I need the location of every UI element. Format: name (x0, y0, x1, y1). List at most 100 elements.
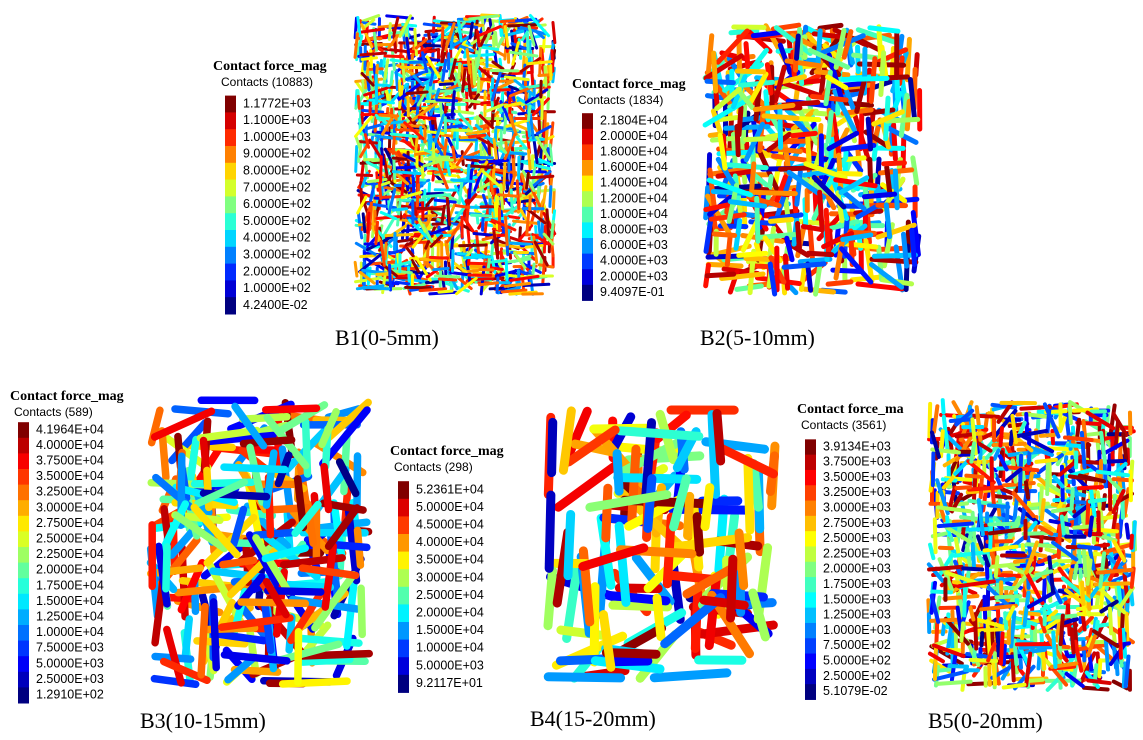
fiber (266, 408, 317, 410)
fiber (428, 132, 444, 134)
fiber (989, 666, 990, 685)
fiber (933, 453, 934, 485)
legend-label: 3.2500E+03 (823, 485, 891, 499)
fiber (1061, 616, 1063, 644)
legend-label: 2.2500E+04 (36, 547, 104, 561)
legend-label: 6.0000E+03 (600, 238, 668, 252)
fiber (874, 255, 915, 256)
fiber (992, 484, 994, 504)
legend-label: 1.2500E+04 (36, 609, 104, 623)
fiber (393, 167, 415, 168)
fiber (818, 31, 820, 66)
legend-subtitle: Contacts (3561) (801, 418, 886, 432)
color-swatch (805, 608, 816, 624)
fiber (688, 496, 690, 535)
legend-label: 1.1772E+03 (243, 96, 311, 110)
legend-label: 3.5000E+04 (416, 553, 484, 567)
fiber (752, 164, 754, 191)
fiber (439, 279, 455, 280)
fiber (456, 206, 469, 208)
fiber (798, 223, 800, 248)
fiber (1026, 482, 1028, 497)
fiber (504, 163, 505, 190)
fiber (1004, 685, 1025, 688)
fiber (531, 176, 553, 178)
fiber (1090, 500, 1105, 502)
fiber (362, 58, 376, 60)
fiber (492, 79, 493, 95)
fiber (820, 25, 841, 28)
color-swatch (805, 623, 816, 639)
fiber (784, 264, 824, 267)
fiber (993, 579, 1014, 582)
fiber (793, 133, 816, 135)
fiber (1084, 546, 1086, 575)
fiber (741, 82, 773, 85)
fiber (548, 677, 620, 678)
color-swatch (18, 453, 29, 469)
legend-subtitle: Contacts (589) (14, 405, 93, 419)
legend-label: 2.0000E+04 (600, 129, 668, 143)
fiber (506, 217, 508, 245)
fiber (528, 106, 530, 120)
fiber (606, 653, 656, 655)
color-swatch (18, 609, 29, 625)
fiber (568, 514, 571, 575)
fiber (1026, 680, 1042, 681)
fiber (963, 568, 982, 569)
color-swatch (805, 562, 816, 578)
color-swatch (805, 439, 816, 455)
legend-label: 2.0000E+03 (600, 269, 668, 283)
legend-label: 8.0000E+02 (243, 163, 311, 177)
fiber (399, 240, 412, 242)
color-swatch (18, 641, 29, 657)
legend-label: 2.1804E+04 (600, 113, 668, 127)
legend-label: 4.2400E-02 (243, 298, 308, 312)
fiber (1075, 566, 1077, 579)
fiber (376, 222, 378, 243)
fiber (1077, 420, 1079, 439)
color-swatch (805, 654, 816, 670)
fiber (464, 257, 489, 258)
fiber (752, 192, 796, 193)
fiber (990, 564, 1018, 567)
legend-label: 3.5000E+04 (36, 469, 104, 483)
fiber (1079, 545, 1081, 576)
fiber (1110, 609, 1111, 634)
color-swatch (225, 213, 236, 230)
fiber (528, 62, 551, 64)
fiber (726, 165, 767, 168)
legend-label: 5.0000E+04 (416, 500, 484, 514)
color-swatch (398, 534, 409, 552)
legend-label: 5.0000E+02 (823, 653, 891, 667)
fiber (244, 440, 292, 444)
fiber (389, 24, 390, 40)
fiber (707, 81, 733, 82)
color-swatch (18, 500, 29, 516)
fiber (897, 77, 898, 97)
fiber (810, 227, 813, 262)
fiber (828, 113, 831, 142)
fiber (166, 547, 167, 589)
legend-label: 1.5000E+04 (36, 594, 104, 608)
fiber (509, 25, 536, 26)
legend-label: 1.1000E+03 (243, 113, 311, 127)
fiber (1127, 525, 1129, 538)
legend-label: 2.0000E+03 (823, 562, 891, 576)
fiber (336, 545, 366, 547)
fiber (993, 664, 995, 685)
fiber (389, 268, 417, 269)
legend-label: 1.7500E+04 (36, 578, 104, 592)
color-swatch (398, 657, 409, 675)
legend-label: 2.5000E+03 (36, 672, 104, 686)
color-swatch (18, 438, 29, 454)
legend-title: Contact force_mag (390, 444, 504, 459)
fiber (870, 159, 871, 184)
fiber (426, 159, 453, 160)
fiber (929, 404, 930, 436)
fiber (989, 524, 1012, 525)
legend-label: 2.5000E+03 (823, 531, 891, 545)
caption: B4(15-20mm) (530, 706, 656, 731)
color-swatch (582, 160, 593, 176)
